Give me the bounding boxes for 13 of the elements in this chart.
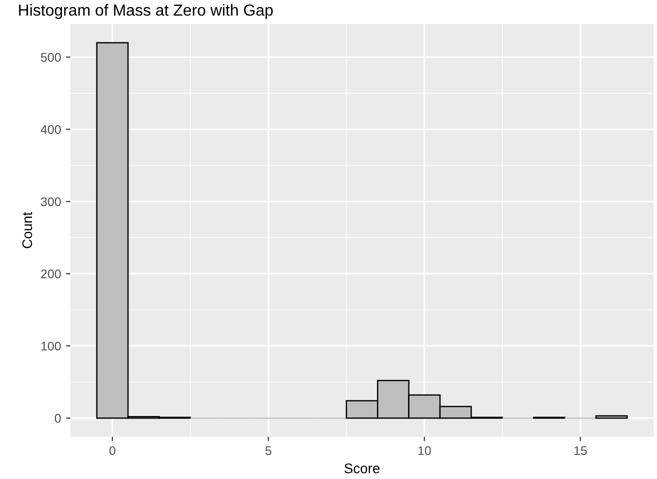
y-tick-label: 400 (40, 125, 61, 134)
y-tick-label: 100 (41, 342, 61, 351)
y-tick-label: 0 (54, 414, 61, 423)
x-tick-label: 15 (574, 446, 587, 456)
chart-title: Histogram of Mass at Zero with Gap (19, 4, 273, 19)
y-tick-label: 300 (40, 197, 61, 206)
x-axis-title: Score (344, 463, 380, 474)
y-tick-label: 500 (40, 52, 61, 62)
x-tick-label: 10 (418, 446, 431, 456)
y-tick-label: 200 (41, 270, 61, 278)
x-tick-label: 0 (109, 446, 116, 456)
x-tick-label: 5 (265, 446, 272, 456)
y-axis-title: Count (22, 212, 32, 248)
